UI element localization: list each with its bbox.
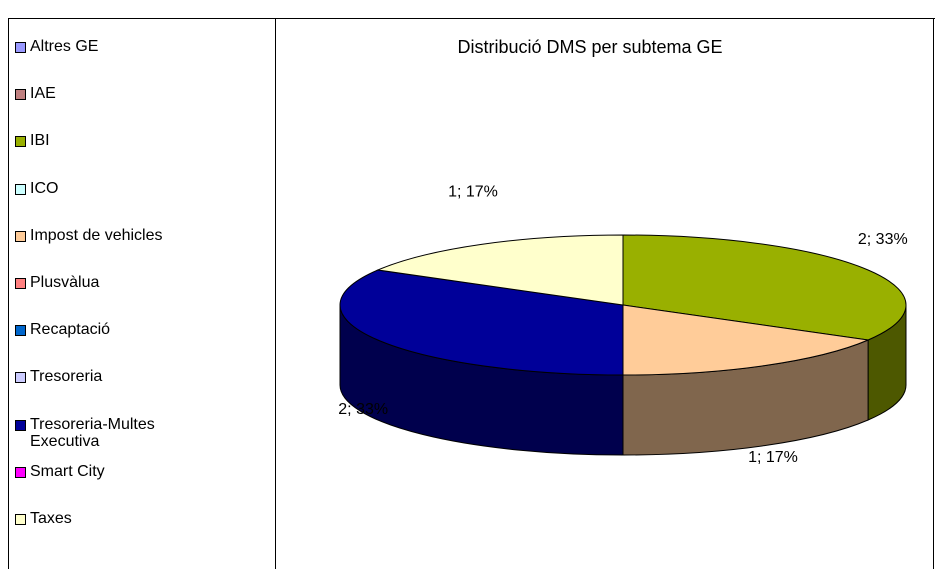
data-label: 2; 33%	[338, 401, 388, 418]
legend-label: Recaptació	[30, 321, 111, 339]
legend-item: IAE	[15, 85, 56, 102]
legend-swatch	[15, 183, 26, 195]
legend-item: Impost de vehicles	[15, 227, 163, 244]
legend-item: Smart City	[15, 463, 105, 480]
legend: Altres GE IAE IBI ICO Impost de vehicles Plus…	[8, 18, 276, 569]
legend-item: Altres GE	[15, 38, 98, 55]
legend-label: IAE	[30, 85, 56, 103]
legend-item: Tresoreria-Multes Executiva	[15, 416, 205, 450]
legend-label: ICO	[30, 179, 59, 197]
legend-item: ICO	[15, 180, 58, 197]
legend-swatch	[15, 372, 26, 384]
legend-label: Impost de vehicles	[30, 226, 163, 244]
legend-swatch	[15, 466, 26, 478]
legend-swatch	[15, 42, 26, 53]
data-label: 2; 33%	[858, 231, 908, 248]
legend-swatch	[15, 136, 26, 148]
legend-swatch	[15, 230, 26, 242]
slice	[622, 234, 907, 341]
data-label: 1; 17%	[748, 449, 798, 466]
legend-label: Tresoreria-Multes Executiva	[30, 415, 155, 450]
legend-label: IBI	[30, 132, 50, 150]
legend-swatch	[15, 89, 26, 101]
legend-label: Plusvàlua	[30, 274, 100, 291]
legend-swatch	[15, 419, 26, 431]
data-label: 1; 17%	[448, 184, 498, 201]
legend-swatch	[15, 514, 26, 525]
slice	[622, 304, 870, 376]
legend-item: IBI	[15, 132, 50, 149]
legend-label: Taxes	[30, 510, 72, 527]
legend-label: Tresoreria	[30, 368, 103, 386]
legend-item: Recaptació	[15, 321, 110, 338]
slice	[339, 269, 624, 376]
chart-title: Distribució DMS per subtema GE	[457, 37, 722, 57]
legend-label: Smart City	[30, 462, 105, 480]
legend-swatch	[15, 325, 26, 337]
legend-label: Altres GE	[30, 38, 99, 55]
legend-swatch	[15, 278, 26, 289]
legend-item: Plusvàlua	[15, 274, 99, 291]
slice	[376, 234, 624, 306]
legend-item: Taxes	[15, 510, 72, 527]
legend-item: Tresoreria	[15, 368, 102, 385]
